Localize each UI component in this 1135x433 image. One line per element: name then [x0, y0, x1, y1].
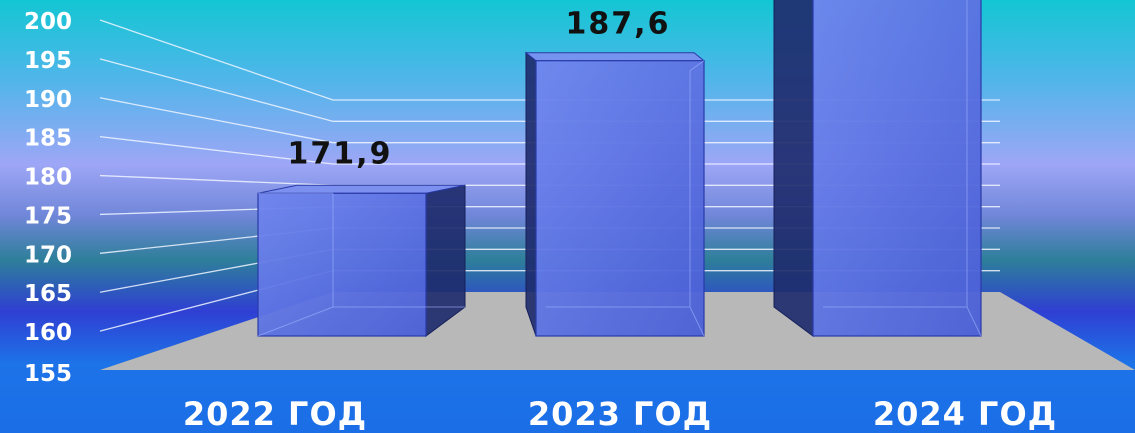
- y-tick-label: 155: [24, 361, 72, 387]
- y-tick-label: 170: [24, 242, 72, 268]
- value-label: 171,9: [288, 136, 393, 171]
- y-tick-label: 190: [24, 87, 72, 113]
- y-tick-label: 180: [24, 165, 72, 191]
- bar-front: [535, 60, 705, 337]
- y-tick-label: 160: [24, 320, 72, 346]
- bar-top: [257, 184, 466, 194]
- y-tick-label: 200: [24, 9, 72, 35]
- bars: [257, 0, 982, 337]
- y-tick-label: 195: [24, 48, 72, 74]
- value-label: 187,6: [566, 7, 671, 42]
- bar-side: [773, 0, 814, 337]
- bar-inner-edges: [546, 60, 705, 337]
- x-tick-label: 2023 ГОД: [528, 395, 712, 433]
- bar: [257, 184, 466, 337]
- bar-inner-edges: [823, 0, 982, 337]
- bar-front: [812, 0, 982, 337]
- y-tick-label: 175: [24, 203, 72, 229]
- y-tick-label: 165: [24, 281, 72, 307]
- x-tick-label: 2024 ГОД: [873, 395, 1057, 433]
- y-tick-label: 185: [24, 126, 72, 152]
- x-tick-label: 2022 ГОД: [183, 395, 367, 433]
- bar: [524, 51, 706, 337]
- y-axis-ticks: 155 160 165 170 175 180 185 190 195 200: [24, 9, 72, 387]
- bar-inner-edges: [257, 192, 465, 337]
- bar-side: [525, 51, 537, 337]
- bar-front: [257, 192, 427, 337]
- bar: [773, 0, 982, 337]
- x-axis-ticks: 2022 ГОД 2023 ГОД 2024 ГОД: [183, 395, 1057, 433]
- bar-top: [524, 52, 706, 62]
